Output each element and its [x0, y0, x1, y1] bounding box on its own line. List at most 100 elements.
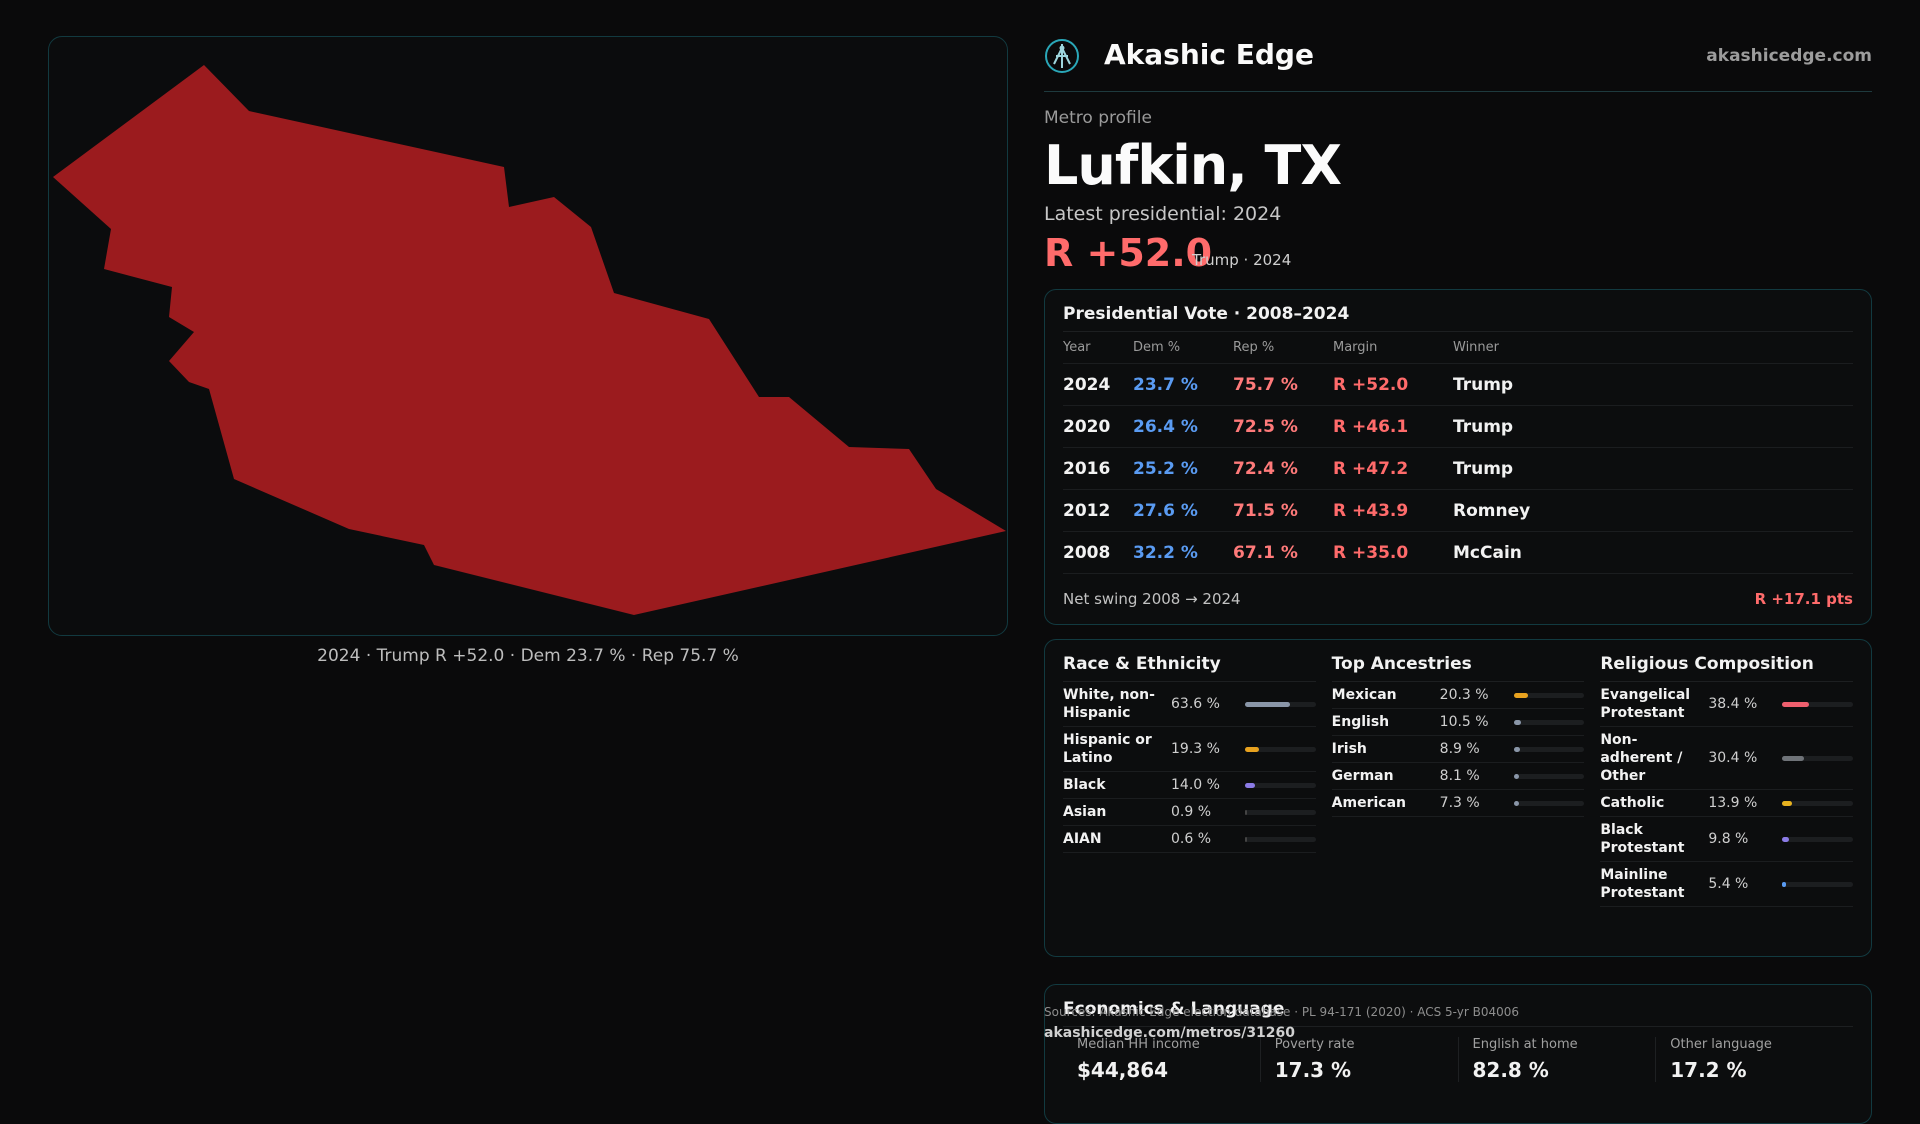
religion-pct: 5.4 %: [1708, 876, 1749, 892]
economics-stat: Poverty rate 17.3 %: [1261, 1037, 1459, 1082]
vote-winner: Trump: [1453, 458, 1514, 479]
religion-column: Religious Composition Evangelical Protes…: [1600, 654, 1854, 942]
race-pct: 0.6 %: [1171, 831, 1212, 847]
vote-row: 2012 27.6 % 71.5 % R +43.9 Romney: [1063, 490, 1853, 532]
race-list: White, non-Hispanic 63.6 % Hispanic or Lat…: [1063, 682, 1316, 853]
vote-row: 2024 23.7 % 75.7 % R +52.0 Trump: [1063, 364, 1853, 406]
page-title: Lufkin, TX: [1044, 134, 1342, 197]
economics-stat-label: Other language: [1670, 1037, 1772, 1052]
vote-winner: Romney: [1453, 500, 1531, 521]
vote-margin: R +47.2: [1333, 458, 1409, 479]
metro-url-link[interactable]: akashicedge.com/metros/31260: [1044, 1025, 1296, 1041]
ancestry-bar: [1513, 692, 1585, 698]
economics-stat-label: Median HH income: [1077, 1037, 1200, 1052]
demographics-card: Race & Ethnicity White, non-Hispanic 63.6…: [1044, 639, 1872, 957]
vote-margin: R +46.1: [1333, 416, 1409, 437]
race-label: Hispanic or Latino: [1063, 732, 1152, 766]
vote-dem: 23.7 %: [1133, 374, 1198, 395]
economics-stat-value: 17.3 %: [1274, 1058, 1352, 1082]
race-bar-fill: [1245, 836, 1248, 842]
economics-stat-label: Poverty rate: [1274, 1037, 1355, 1052]
vote-rep: 72.5 %: [1233, 416, 1298, 437]
religion-pct: 38.4 %: [1708, 696, 1758, 712]
ancestry-row: English 10.5 %: [1331, 709, 1585, 736]
ancestry-row: American 7.3 %: [1331, 790, 1585, 817]
economics-stat: Median HH income $44,864: [1063, 1037, 1261, 1082]
ancestry-bar: [1513, 773, 1585, 779]
religion-list: Evangelical Protestant 38.4 % Non-adherent…: [1600, 682, 1854, 907]
brand-name: Akashic Edge: [1104, 38, 1314, 71]
religion-title: Religious Composition: [1600, 654, 1854, 682]
col-winner: Winner: [1453, 340, 1500, 355]
ancestry-list: Mexican 20.3 % English 10.5 % Irish 8.9 % Germ…: [1331, 682, 1585, 817]
vote-dem: 27.6 %: [1133, 500, 1198, 521]
race-pct: 14.0 %: [1171, 777, 1220, 793]
religion-row: Evangelical Protestant 38.4 %: [1600, 682, 1854, 727]
race-bar: [1245, 809, 1316, 815]
race-bar: [1245, 701, 1316, 707]
ancestry-label: Mexican: [1331, 687, 1397, 703]
religion-bar: [1782, 836, 1854, 842]
ancestry-bar: [1513, 746, 1585, 752]
ancestry-bar: [1513, 800, 1585, 806]
economics-stat: English at home 82.8 %: [1459, 1037, 1657, 1082]
race-label: Asian: [1063, 804, 1107, 820]
ancestry-label: Irish: [1331, 741, 1367, 757]
map-caption: 2024 · Trump R +52.0 · Dem 23.7 % · Rep …: [317, 646, 739, 666]
race-row: Black 14.0 %: [1063, 772, 1316, 799]
religion-row: Catholic 13.9 %: [1600, 790, 1854, 817]
ancestry-bar-fill: [1513, 692, 1529, 698]
vote-rep: 75.7 %: [1233, 374, 1298, 395]
profile-column: Akashic Edge akashicedge.com Metro profi…: [1044, 36, 1872, 1124]
ancestry-pct: 7.3 %: [1439, 795, 1480, 811]
net-swing-label: Net swing 2008 → 2024: [1063, 590, 1241, 608]
vote-winner: Trump: [1453, 374, 1514, 395]
religion-bar: [1782, 800, 1854, 806]
col-margin: Margin: [1333, 340, 1378, 355]
brand-header: Akashic Edge akashicedge.com: [1044, 36, 1872, 92]
ancestry-row: Irish 8.9 %: [1331, 736, 1585, 763]
race-row: Hispanic or Latino 19.3 %: [1063, 727, 1316, 772]
race-label: Black: [1063, 777, 1106, 793]
compass-logo-icon: [1045, 39, 1079, 73]
religion-label: Black Protestant: [1600, 822, 1685, 856]
religion-bar-fill: [1782, 701, 1810, 707]
religion-bar-fill: [1782, 881, 1787, 887]
race-bar-fill: [1245, 746, 1259, 752]
race-pct: 63.6 %: [1171, 696, 1220, 712]
religion-row: Non-adherent / Other 30.4 %: [1600, 727, 1854, 790]
col-year: Year: [1063, 340, 1091, 355]
religion-pct: 9.8 %: [1708, 831, 1749, 847]
vote-winner: Trump: [1453, 416, 1514, 437]
metro-map: [53, 65, 1006, 615]
race-bar: [1245, 836, 1316, 842]
ancestry-bar: [1513, 719, 1585, 725]
brand-url-link[interactable]: akashicedge.com: [1706, 46, 1872, 66]
vote-winner: McCain: [1453, 542, 1522, 563]
ancestry-row: Mexican 20.3 %: [1331, 682, 1585, 709]
presidential-vote-card: Presidential Vote · 2008–2024 Year Dem %…: [1044, 289, 1872, 625]
vote-table-body: 2024 23.7 % 75.7 % R +52.0 Trump 2020 26.4 % 72…: [1063, 364, 1853, 574]
ancestry-column: Top Ancestries Mexican 20.3 % English 10.5 …: [1331, 654, 1585, 942]
ancestry-row: German 8.1 %: [1331, 763, 1585, 790]
ancestry-bar-fill: [1513, 773, 1520, 779]
metro-shape[interactable]: [53, 65, 1006, 615]
vote-margin: R +43.9: [1333, 500, 1409, 521]
religion-bar: [1782, 755, 1854, 761]
religion-label: Catholic: [1600, 795, 1665, 811]
ancestry-label: American: [1331, 795, 1407, 811]
religion-bar-fill: [1782, 836, 1790, 842]
col-dem: Dem %: [1133, 340, 1181, 355]
presidential-vote-title: Presidential Vote · 2008–2024: [1063, 304, 1853, 332]
religion-bar-fill: [1782, 755, 1804, 761]
ancestry-pct: 8.9 %: [1439, 741, 1480, 757]
religion-label: Non-adherent / Other: [1600, 732, 1683, 784]
race-label: White, non-Hispanic: [1063, 687, 1155, 721]
ancestry-bar-fill: [1513, 719, 1522, 725]
vote-year: 2016: [1063, 458, 1111, 479]
race-bar: [1245, 782, 1316, 788]
vote-year: 2024: [1063, 374, 1111, 395]
economics-stat-value: 82.8 %: [1472, 1058, 1549, 1082]
ancestry-label: German: [1331, 768, 1394, 784]
vote-row: 2016 25.2 % 72.4 % R +47.2 Trump: [1063, 448, 1853, 490]
